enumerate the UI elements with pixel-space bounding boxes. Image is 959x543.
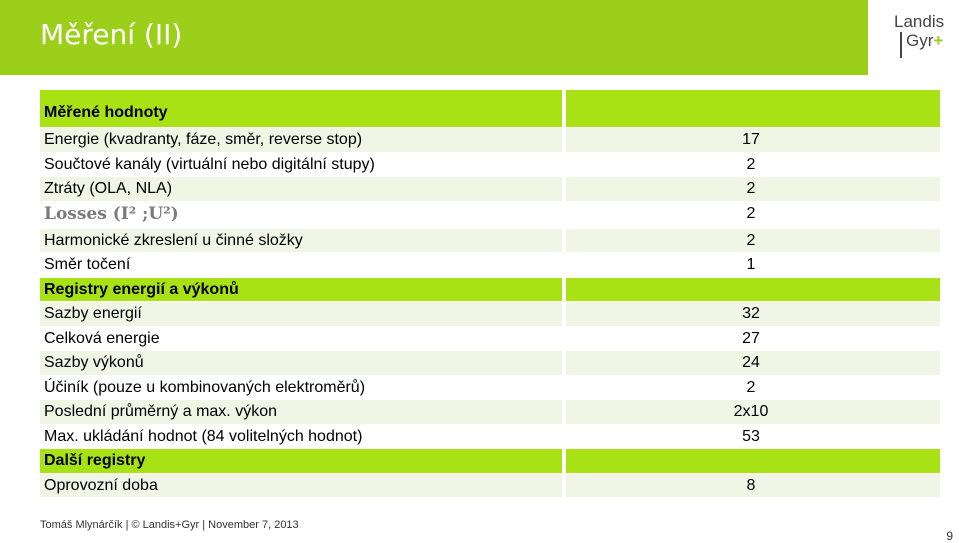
section-header-row: Registry energií a výkonů: [40, 277, 940, 301]
row-label: Měřené hodnoty: [44, 104, 168, 121]
value-cell: [566, 449, 940, 473]
footer-text: Tomáš Mlynárčík | © Landis+Gyr | Novembe…: [40, 519, 299, 531]
row-value: 53: [742, 427, 760, 445]
row-value: 1: [746, 256, 756, 273]
value-cell: 27: [566, 326, 940, 350]
landis-gyr-logo: Landis Gyr+: [878, 8, 959, 70]
label-cell: Poslední průměrný a max. výkon: [40, 400, 562, 424]
row-label: Energie (kvadranty, fáze, směr, reverse …: [44, 131, 363, 148]
label-cell: Celková energie: [40, 326, 562, 350]
label-cell: Účiník (pouze u kombinovaných elektroměr…: [40, 375, 562, 399]
label-cell: Registry energií a výkonů: [40, 277, 562, 301]
logo-line1: Landis: [894, 12, 945, 31]
row-label: Sazby energií: [44, 305, 142, 322]
row-value: 2: [746, 378, 756, 396]
label-cell: Součtové kanály (virtuální nebo digitáln…: [40, 152, 562, 176]
value-cell: 2: [566, 201, 940, 228]
table-row: Směr točení 1: [40, 252, 940, 277]
row-label: Účiník (pouze u kombinovaných elektroměr…: [44, 378, 366, 396]
row-value: 2x10: [733, 403, 769, 420]
row-value: 32: [742, 305, 760, 322]
page-title: Měření (II): [40, 18, 183, 51]
row-value: 2: [746, 155, 756, 173]
value-cell: 2: [566, 228, 940, 252]
value-cell: 2x10: [566, 400, 940, 424]
table-row: Součtové kanály (virtuální nebo digitáln…: [40, 152, 940, 176]
label-cell: Losses (I² ;U²): [40, 201, 562, 228]
row-label: Max. ukládání hodnot (84 volitelných hod…: [44, 427, 363, 445]
row-value: 27: [742, 329, 760, 347]
logo-line2: Gyr+: [906, 31, 944, 50]
measurement-table: Měřené hodnoty Energie (kvadranty, fáze, …: [40, 90, 940, 497]
label-cell: Harmonické zkreslení u činné složky: [40, 228, 562, 252]
value-cell: 32: [566, 302, 940, 326]
table-row: Oprovozní doba 8: [40, 473, 940, 497]
table-row: Max. ukládání hodnot (84 volitelných hod…: [40, 424, 940, 448]
row-label: Sazby výkonů: [44, 354, 144, 371]
label-cell: Oprovozní doba: [40, 473, 562, 497]
label-cell: Sazby energií: [40, 302, 562, 326]
page-number: 9: [946, 529, 953, 543]
value-cell: 53: [566, 424, 940, 448]
table-row: Sazby výkonů 24: [40, 350, 940, 375]
losses-formula: Losses (I² ;U²): [44, 203, 179, 224]
label-cell: Sazby výkonů: [40, 351, 562, 375]
row-value: 2: [746, 204, 756, 222]
row-label: Registry energií a výkonů: [44, 280, 239, 298]
label-cell: Směr točení: [40, 253, 562, 277]
label-cell: Energie (kvadranty, fáze, směr, reverse …: [40, 128, 562, 152]
label-cell: Měřené hodnoty: [40, 90, 562, 127]
table-row: Účiník (pouze u kombinovaných elektroměr…: [40, 375, 940, 399]
table-row: Celková energie 27: [40, 326, 940, 350]
label-cell: Max. ukládání hodnot (84 volitelných hod…: [40, 424, 562, 448]
title-bar: Měření (II): [0, 0, 868, 75]
row-value: 17: [742, 131, 760, 148]
value-cell: [566, 90, 940, 127]
section-header-row: Měřené hodnoty: [40, 90, 940, 127]
value-cell: 24: [566, 351, 940, 375]
row-label: Oprovozní doba: [44, 476, 158, 494]
value-cell: 2: [566, 177, 940, 201]
row-value: 2: [746, 231, 756, 249]
label-cell: Další registry: [40, 449, 562, 473]
value-cell: 2: [566, 375, 940, 399]
value-cell: 2: [566, 152, 940, 176]
table-row: Sazby energií 32: [40, 301, 940, 326]
value-cell: 8: [566, 473, 940, 497]
row-label: Směr točení: [44, 256, 131, 273]
value-cell: 1: [566, 253, 940, 277]
section-header-row: Další registry: [40, 448, 940, 473]
row-value: 2: [746, 180, 756, 197]
table-row: Harmonické zkreslení u činné složky 2: [40, 228, 940, 252]
row-value: 8: [746, 476, 756, 494]
row-label: Součtové kanály (virtuální nebo digitáln…: [44, 155, 375, 173]
row-label: Celková energie: [44, 329, 160, 347]
table-row: Poslední průměrný a max. výkon 2x10: [40, 399, 940, 424]
table-row: Ztráty (OLA, NLA) 2: [40, 176, 940, 201]
value-cell: [566, 277, 940, 301]
row-label: Poslední průměrný a max. výkon: [44, 403, 277, 420]
row-value: 24: [742, 354, 760, 371]
table-row: Losses (I² ;U²) 2: [40, 201, 940, 228]
label-cell: Ztráty (OLA, NLA): [40, 177, 562, 201]
table-row: Energie (kvadranty, fáze, směr, reverse …: [40, 127, 940, 152]
row-label: Harmonické zkreslení u činné složky: [44, 231, 303, 249]
row-label: Ztráty (OLA, NLA): [44, 180, 173, 197]
value-cell: 17: [566, 128, 940, 152]
logo-bar: [900, 32, 902, 58]
row-label: Další registry: [44, 452, 146, 469]
